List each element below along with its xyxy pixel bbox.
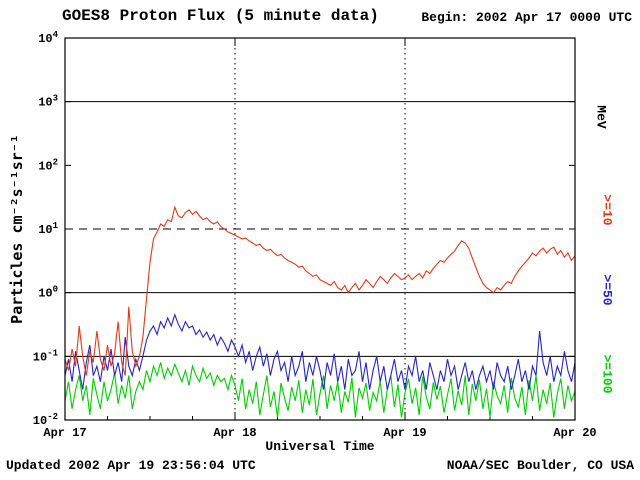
series-100mev-line	[64, 362, 576, 418]
plot-border	[64, 37, 576, 421]
y-tick-label: 103	[38, 94, 58, 110]
y-tick-label: 10-1	[33, 348, 59, 364]
x-tick-label: Apr 17	[43, 426, 86, 440]
x-tick-label: Apr 20	[553, 426, 596, 440]
energy-channel-label-ge100: >=100	[599, 354, 615, 394]
x-axis-label: Universal Time	[265, 439, 375, 454]
y-tick-label: 104	[38, 30, 58, 46]
noaa-credit: NOAA/SEC Boulder, CO USA	[446, 458, 634, 473]
y-tick-label: 102	[38, 157, 58, 173]
series-10mev-line	[64, 205, 576, 376]
x-tick-label: Apr 18	[213, 426, 256, 440]
y-axis-label: Particles cm⁻²s⁻¹sr⁻¹	[8, 134, 26, 324]
begin-timestamp: Begin: 2002 Apr 17 0000 UTC	[421, 10, 632, 25]
y-tick-label: 101	[38, 221, 58, 237]
x-tick-label: Apr 19	[383, 426, 426, 440]
y-tick-label: 10-2	[33, 412, 58, 428]
energy-channel-label-ge50: >=50	[599, 274, 615, 306]
series-50mev-line	[64, 312, 576, 390]
y-tick-label: 100	[38, 285, 58, 301]
updated-timestamp: Updated 2002 Apr 19 23:56:04 UTC	[6, 458, 256, 473]
page-title: GOES8 Proton Flux (5 minute data)	[62, 7, 379, 25]
right-axis-unit-label: MeV	[593, 105, 609, 129]
energy-channel-label-ge10: >=10	[599, 194, 615, 226]
